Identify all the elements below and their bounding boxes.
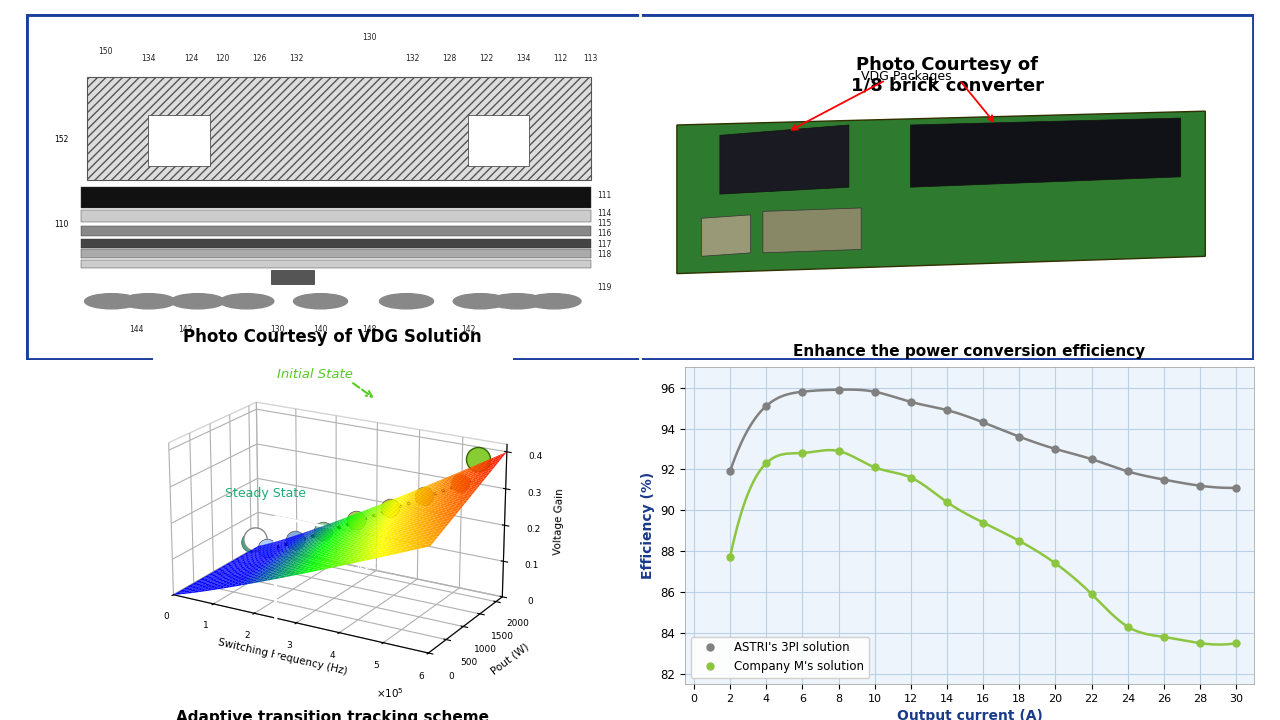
Text: Initial State: Initial State xyxy=(276,368,353,381)
Text: 126: 126 xyxy=(252,54,266,63)
Company M's solution xyxy=(904,473,919,482)
Text: 119: 119 xyxy=(596,283,612,292)
Text: 150: 150 xyxy=(99,47,113,56)
Bar xyxy=(81,187,591,208)
Text: Photo Courtesy of
1/8 brick converter: Photo Courtesy of 1/8 brick converter xyxy=(851,56,1043,94)
Title: Enhance the power conversion efficiency: Enhance the power conversion efficiency xyxy=(794,344,1146,359)
Text: 144: 144 xyxy=(129,325,143,334)
Company M's solution xyxy=(940,498,955,506)
Y-axis label: Pout (W): Pout (W) xyxy=(489,641,531,676)
Circle shape xyxy=(490,294,544,309)
Company M's solution xyxy=(722,553,737,562)
Text: Steady State: Steady State xyxy=(225,487,306,500)
Company M's solution xyxy=(795,449,810,457)
ASTRI's 3PI solution xyxy=(759,402,774,410)
Text: 112: 112 xyxy=(553,54,567,63)
Bar xyxy=(87,76,591,180)
Circle shape xyxy=(379,294,434,309)
Text: 148: 148 xyxy=(362,325,376,334)
Company M's solution xyxy=(867,463,882,472)
Text: 113: 113 xyxy=(584,54,598,63)
Text: 134: 134 xyxy=(516,54,530,63)
ASTRI's 3PI solution xyxy=(1229,483,1244,492)
Text: 142: 142 xyxy=(178,325,192,334)
Text: 118: 118 xyxy=(596,250,612,259)
ASTRI's 3PI solution xyxy=(1193,482,1208,490)
Text: 130: 130 xyxy=(362,33,376,42)
Text: 116: 116 xyxy=(596,230,612,238)
Circle shape xyxy=(170,294,225,309)
Circle shape xyxy=(293,294,348,309)
Circle shape xyxy=(453,294,507,309)
Circle shape xyxy=(84,294,138,309)
ASTRI's 3PI solution xyxy=(904,397,919,406)
ASTRI's 3PI solution xyxy=(1120,467,1135,476)
Polygon shape xyxy=(910,118,1180,187)
Text: VDG Packages: VDG Packages xyxy=(861,70,952,83)
ASTRI's 3PI solution xyxy=(1011,433,1027,441)
Company M's solution xyxy=(1156,633,1171,642)
Bar xyxy=(81,210,591,222)
Text: 142: 142 xyxy=(461,325,475,334)
Polygon shape xyxy=(763,208,861,253)
Bar xyxy=(148,114,210,166)
Text: 124: 124 xyxy=(184,54,198,63)
ASTRI's 3PI solution xyxy=(795,387,810,396)
Text: 114: 114 xyxy=(596,209,612,217)
ASTRI's 3PI solution xyxy=(1156,475,1171,484)
ASTRI's 3PI solution xyxy=(722,467,737,476)
Company M's solution xyxy=(1193,639,1208,647)
Polygon shape xyxy=(677,111,1206,274)
X-axis label: Switching Frequency (Hz): Switching Frequency (Hz) xyxy=(216,637,348,677)
Text: 128: 128 xyxy=(443,54,457,63)
Text: $\times 10^5$: $\times 10^5$ xyxy=(376,687,404,701)
ASTRI's 3PI solution xyxy=(831,385,846,394)
Text: 117: 117 xyxy=(596,240,612,248)
Text: 132: 132 xyxy=(289,54,303,63)
Bar xyxy=(271,270,315,284)
Polygon shape xyxy=(701,215,750,256)
Circle shape xyxy=(527,294,581,309)
ASTRI's 3PI solution xyxy=(975,418,991,427)
Bar xyxy=(81,226,591,235)
Line: Company M's solution: Company M's solution xyxy=(727,448,1240,647)
Text: 120: 120 xyxy=(215,54,229,63)
Company M's solution xyxy=(759,459,774,467)
Polygon shape xyxy=(719,125,849,194)
Bar xyxy=(81,260,591,269)
Company M's solution xyxy=(1120,623,1135,631)
X-axis label: Output current (A): Output current (A) xyxy=(897,709,1042,720)
Text: 122: 122 xyxy=(479,54,494,63)
ASTRI's 3PI solution xyxy=(940,406,955,415)
Company M's solution xyxy=(831,446,846,455)
Text: 134: 134 xyxy=(141,54,156,63)
ASTRI's 3PI solution xyxy=(1048,445,1064,454)
ASTRI's 3PI solution xyxy=(1084,455,1100,464)
Line: ASTRI's 3PI solution: ASTRI's 3PI solution xyxy=(727,386,1240,491)
Text: 111: 111 xyxy=(596,192,612,200)
Text: 115: 115 xyxy=(596,219,612,228)
Y-axis label: Efficiency (%): Efficiency (%) xyxy=(640,472,654,579)
Company M's solution xyxy=(975,518,991,527)
Text: 140: 140 xyxy=(314,325,328,334)
ASTRI's 3PI solution xyxy=(867,387,882,396)
Company M's solution xyxy=(1229,639,1244,647)
Bar xyxy=(81,239,591,248)
Text: Optimal
transition
State: Optimal transition State xyxy=(351,528,411,572)
Text: 152: 152 xyxy=(54,135,69,144)
Company M's solution xyxy=(1048,559,1064,568)
Text: 130: 130 xyxy=(270,325,284,334)
Circle shape xyxy=(122,294,175,309)
Bar xyxy=(468,114,530,166)
Text: Photo Courtesy of VDG Solution: Photo Courtesy of VDG Solution xyxy=(183,328,483,346)
Text: 110: 110 xyxy=(54,220,69,229)
Text: 132: 132 xyxy=(406,54,420,63)
Circle shape xyxy=(220,294,274,309)
Bar xyxy=(81,249,591,258)
Company M's solution xyxy=(1084,590,1100,598)
FancyBboxPatch shape xyxy=(26,14,1254,360)
Company M's solution xyxy=(1011,536,1027,545)
Title: Adaptive transition tracking scheme: Adaptive transition tracking scheme xyxy=(177,710,489,720)
Legend: ASTRI's 3PI solution, Company M's solution: ASTRI's 3PI solution, Company M's soluti… xyxy=(691,636,869,678)
